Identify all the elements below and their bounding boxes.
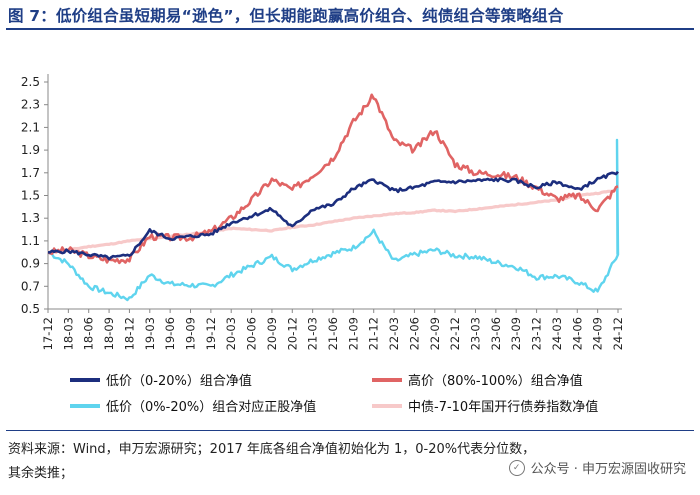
y-tick-label: 2.3 [21, 98, 40, 112]
title-divider [6, 28, 694, 30]
x-tick-label: 19-03 [143, 317, 157, 350]
y-tick-label: 2.1 [21, 120, 40, 134]
series-line-low-stock [47, 138, 620, 302]
x-tick-label: 20-12 [285, 317, 299, 350]
series-line-bond [47, 188, 618, 254]
x-tick-label: 21-09 [346, 317, 360, 350]
wechat-icon: ✓ [508, 459, 525, 476]
x-tick-label: 19-06 [163, 317, 177, 350]
x-tick-label: 17-12 [41, 317, 55, 350]
legend-label: 低价（0%-20%）组合对应正股净值 [106, 399, 316, 415]
x-tick-label: 24-12 [611, 317, 625, 350]
x-tick-label: 24-09 [591, 317, 605, 350]
x-tick-label: 22-12 [448, 317, 462, 350]
legend-label: 中债-7-10年国开行债券指数净值 [408, 399, 598, 415]
x-tick-label: 23-09 [509, 317, 523, 350]
x-tick-label: 18-09 [102, 317, 116, 350]
legend-label: 低价（0-20%）组合净值 [106, 373, 252, 389]
x-tick-label: 19-09 [184, 317, 198, 350]
x-tick-label: 23-03 [469, 317, 483, 350]
y-tick-label: 2.5 [21, 75, 40, 89]
x-tick-label: 23-12 [530, 317, 544, 350]
y-tick-label: 1.1 [21, 234, 40, 248]
x-tick-label: 19-12 [204, 317, 218, 350]
x-tick-label: 21-03 [306, 317, 320, 350]
y-tick-label: 0.5 [21, 302, 40, 316]
y-tick-label: 1.3 [21, 211, 40, 225]
source-note-cont: 其余类推； [8, 466, 74, 481]
line-chart: 0.5 0.7 0.9 1.1 1.3 1.5 1.7 1.9 2.1 2.3 2.5 17-12 18… [21, 74, 625, 415]
x-tick-label: 24-03 [550, 317, 564, 350]
watermark: ✓ 公众号 · 申万宏源固收研究 [508, 458, 686, 477]
series-line-low [47, 170, 619, 261]
x-tick-label: 18-06 [82, 317, 96, 350]
x-tick-label: 18-12 [122, 317, 136, 350]
chart-title: 图 7：低价组合虽短期易“逊色”，但长期能跑赢高价组合、纯债组合等策略组合 [8, 7, 564, 25]
series-line-high [47, 93, 619, 265]
legend-label: 高价（80%-100%）组合净值 [408, 373, 583, 389]
x-tick-label: 21-06 [326, 317, 340, 350]
y-tick-label: 0.9 [21, 257, 40, 271]
x-tick-label: 23-06 [489, 317, 503, 350]
y-tick-label: 0.7 [21, 279, 40, 293]
x-tick-label: 24-06 [570, 317, 584, 350]
y-tick-label: 1.7 [21, 166, 40, 180]
x-tick-label: 22-03 [387, 317, 401, 350]
y-tick-label: 1.5 [21, 189, 40, 203]
x-tick-label: 20-09 [265, 317, 279, 350]
y-tick-label: 1.9 [21, 143, 40, 157]
footer-divider [6, 430, 694, 431]
x-tick-label: 21-12 [367, 317, 381, 350]
x-tick-label: 22-06 [407, 317, 421, 350]
x-tick-label: 20-03 [224, 317, 238, 350]
x-tick-label: 22-09 [428, 317, 442, 350]
x-tick-label: 18-03 [61, 317, 75, 350]
source-note: 资料来源：Wind，申万宏源研究；2017 年底各组合净值初始化为 1，0-20… [8, 442, 536, 457]
x-tick-label: 20-06 [245, 317, 259, 350]
watermark-text: 公众号 · 申万宏源固收研究 [530, 462, 686, 477]
